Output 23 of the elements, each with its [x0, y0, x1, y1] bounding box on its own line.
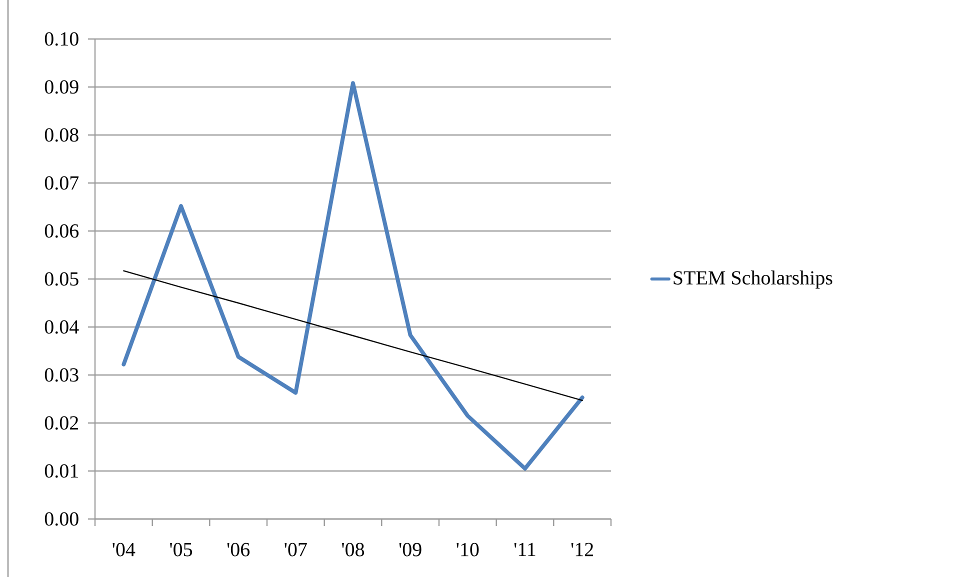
y-tick-label: 0.07	[44, 176, 79, 190]
y-tick-label: 0.06	[44, 224, 79, 238]
y-tick-label: 0.04	[44, 320, 79, 334]
x-tick-label: '06	[227, 542, 250, 556]
x-tick-label: '04	[112, 542, 136, 556]
y-tick-label: 0.08	[44, 128, 78, 142]
legend-label: STEM Scholarships	[674, 270, 832, 289]
x-tick-label: '11	[514, 542, 536, 556]
line-series	[123, 270, 583, 402]
y-tick-label: 0.03	[44, 368, 78, 382]
x-tick-label: '05	[170, 542, 192, 556]
y-tick-label: 0.05	[44, 272, 78, 286]
y-tick-label: 0.09	[44, 80, 78, 94]
x-tick-label: '12	[571, 542, 594, 556]
x-tick-label: '09	[399, 542, 422, 556]
x-tick-label: '10	[456, 542, 479, 556]
y-tick-label: 0.01	[44, 464, 78, 478]
y-tick-label: 0.02	[44, 416, 78, 430]
y-tick-label: 0.10	[44, 32, 78, 46]
x-tick-label: '08	[342, 542, 364, 556]
x-tick-label: '07	[284, 542, 307, 556]
y-tick-label: 0.00	[44, 512, 78, 526]
line-series	[122, 81, 584, 471]
